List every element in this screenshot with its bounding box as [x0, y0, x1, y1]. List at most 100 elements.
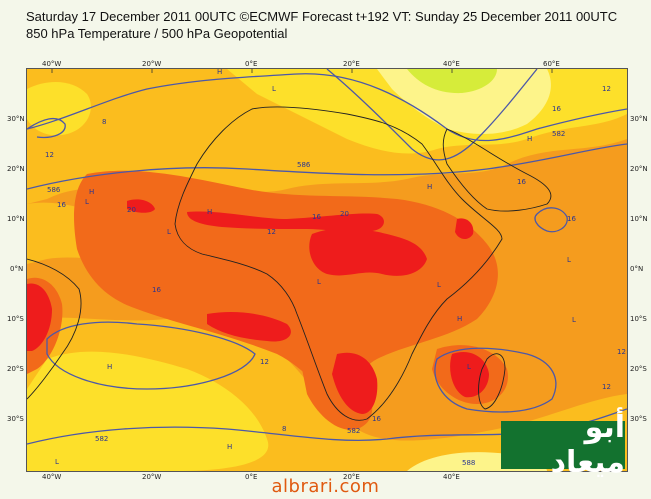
longitude-label-top: 20°W — [142, 60, 162, 68]
contour-line — [27, 117, 66, 139]
coastline-madagascar — [478, 353, 506, 410]
contour-labels: 8 12 16 20 12 16 16 20 12 16 12 16 12 16… — [45, 85, 626, 467]
chart-title: Saturday 17 December 2011 00UTC ©ECMWF F… — [26, 8, 626, 42]
contour-label: 12 — [602, 85, 611, 93]
pressure-mark: H — [107, 363, 112, 371]
temperature-field-red-central — [309, 228, 427, 276]
contour-label: 20 — [340, 210, 349, 218]
temperature-field-yellow-northwest — [27, 82, 91, 136]
latitude-label-left: 30°N — [7, 115, 25, 123]
weather-map[interactable]: 8 12 16 20 12 16 16 20 12 16 12 16 12 16… — [26, 68, 628, 472]
watermark-text: أبو ميعاد — [550, 410, 625, 480]
contour-label: 12 — [260, 358, 269, 366]
temperature-field-red-madagascar — [450, 351, 489, 398]
contour-label: 12 — [45, 151, 54, 159]
temperature-field-red-westafrica — [127, 199, 155, 213]
watermark-badge: أبو ميعاد — [501, 410, 625, 480]
contour-label: 16 — [152, 286, 161, 294]
pressure-mark: H — [427, 183, 432, 191]
latitude-label-right: 20°N — [630, 165, 648, 173]
title-line-forecast: Saturday 17 December 2011 00UTC ©ECMWF F… — [26, 9, 618, 24]
contour-label: 586 — [47, 186, 61, 194]
pressure-mark: L — [85, 198, 89, 206]
contour-line — [434, 347, 557, 413]
latitude-label-left: 10°S — [7, 315, 24, 323]
pressure-marks: H L H L H L L H L H L H L L H L H — [55, 69, 576, 466]
contour-label: 12 — [602, 383, 611, 391]
temperature-field-red-namibia — [332, 352, 378, 414]
temperature-field-red-indian — [455, 218, 474, 240]
contour-label: 8 — [282, 425, 286, 433]
latitude-label-left: 20°N — [7, 165, 25, 173]
latitude-label-right: 20°S — [630, 365, 647, 373]
latitude-label-left: 10°N — [7, 215, 25, 223]
pressure-mark: H — [227, 443, 232, 451]
title-line-parameters: 850 hPa Temperature / 500 hPa Geopotenti… — [26, 26, 288, 41]
geopotential-contours — [27, 69, 627, 445]
grid-ticks — [51, 69, 553, 73]
longitude-label-bottom: 40°E — [443, 473, 460, 481]
contour-label: 16 — [57, 201, 66, 209]
latitude-label-right: 30°N — [630, 115, 648, 123]
contour-label: 16 — [372, 415, 381, 423]
contour-line — [326, 69, 538, 161]
temperature-field-red-congo — [207, 312, 291, 342]
pressure-mark: H — [217, 69, 222, 76]
latitude-label-right: 30°S — [630, 415, 647, 423]
longitude-label-top: 40°E — [443, 60, 460, 68]
latitude-label-left: 30°S — [7, 415, 24, 423]
contour-label: 16 — [552, 105, 561, 113]
temperature-field-lime-north — [407, 69, 497, 94]
latitude-label-right: 10°S — [630, 315, 647, 323]
contour-line — [27, 143, 627, 190]
contour-label: 12 — [267, 228, 276, 236]
longitude-label-top: 0°E — [245, 60, 258, 68]
contour-label: 8 — [102, 118, 106, 126]
coastlines — [27, 106, 552, 421]
contour-line — [534, 207, 568, 233]
coastline-south-america — [27, 258, 82, 400]
longitude-label-top: 60°E — [543, 60, 560, 68]
contour-label: 582 — [95, 435, 108, 443]
pressure-mark: L — [272, 85, 276, 93]
pressure-mark: H — [89, 188, 94, 196]
contour-line — [46, 321, 256, 390]
contour-label: 16 — [567, 215, 576, 223]
contour-label: 586 — [297, 161, 311, 169]
pressure-mark: H — [207, 208, 212, 216]
temperature-field-red-sahel — [187, 211, 384, 232]
contour-label: 588 — [462, 459, 475, 467]
coastline-africa — [174, 106, 503, 421]
longitude-label-bottom: 0°E — [245, 473, 258, 481]
longitude-label-bottom: 40°W — [42, 473, 62, 481]
latitude-label-right: 0°N — [630, 265, 644, 273]
pressure-mark: L — [467, 363, 471, 371]
temperature-field-lightyellow-north — [377, 69, 551, 134]
contour-label: 20 — [127, 206, 136, 214]
temperature-field-redorange-africa — [74, 170, 498, 419]
pressure-mark: H — [527, 135, 532, 143]
pressure-mark: L — [437, 281, 441, 289]
longitude-label-bottom: 20°W — [142, 473, 162, 481]
contour-label: 16 — [312, 213, 321, 221]
latitude-label-right: 10°N — [630, 215, 648, 223]
contour-line — [27, 73, 627, 142]
longitude-label-bottom: 20°E — [343, 473, 360, 481]
longitude-label-top: 40°W — [42, 60, 62, 68]
contour-label: 16 — [517, 178, 526, 186]
pressure-mark: L — [567, 256, 571, 264]
pressure-mark: L — [55, 458, 59, 466]
contour-label: 12 — [617, 348, 626, 356]
latitude-label-left: 20°S — [7, 365, 24, 373]
weather-map-canvas: 8 12 16 20 12 16 16 20 12 16 12 16 12 16… — [27, 69, 627, 471]
coastline-arabia — [442, 128, 552, 212]
contour-label: 582 — [347, 427, 360, 435]
latitude-label-left: 0°N — [10, 265, 24, 273]
contour-label: 582 — [552, 130, 565, 138]
pressure-mark: L — [167, 228, 171, 236]
footer-site-name: albrari.com — [271, 476, 380, 497]
pressure-mark: L — [317, 278, 321, 286]
pressure-mark: H — [457, 315, 462, 323]
temperature-field-red-atlantic — [27, 283, 52, 351]
longitude-label-top: 20°E — [343, 60, 360, 68]
